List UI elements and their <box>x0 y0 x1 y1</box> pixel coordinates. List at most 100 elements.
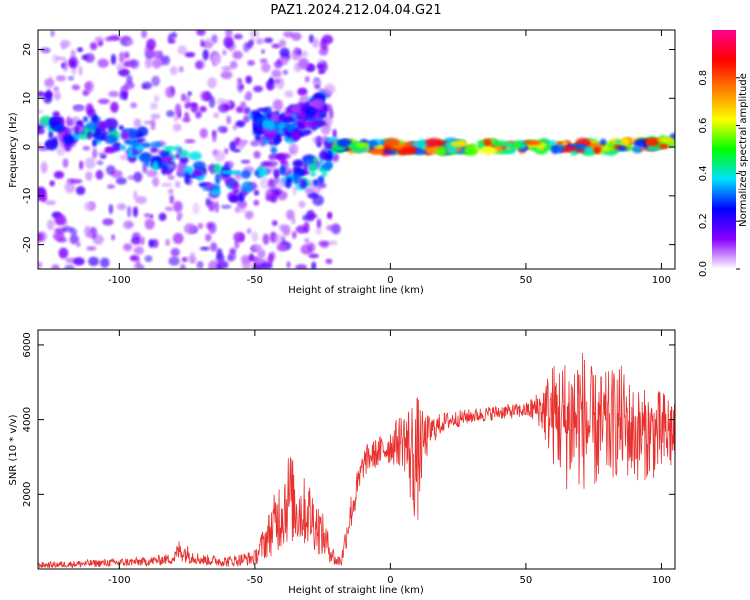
spectrogram-noise-blob <box>158 212 167 222</box>
spectrogram-noise-blob <box>326 224 335 232</box>
spectrogram-noise-blob <box>202 49 209 61</box>
spectrogram-blobs <box>38 30 675 269</box>
spectrogram-noise-blob <box>199 105 207 113</box>
spectrogram-signal-blob <box>86 121 99 130</box>
spectrogram-noise-blob <box>38 261 43 269</box>
spectrogram-signal-blob <box>276 124 288 129</box>
spectrogram-noise-blob <box>208 260 220 269</box>
spectrogram-noise-blob <box>116 63 125 71</box>
spectrogram-noise-blob <box>55 75 67 82</box>
spectrogram-noise-blob <box>271 220 278 226</box>
spectrogram-signal-blob <box>254 170 260 176</box>
spectrogram-signal-blob <box>463 146 479 156</box>
spectrogram-noise-blob <box>169 65 178 76</box>
spectrogram-noise-blob <box>304 237 310 244</box>
spectrogram-signal-blob <box>128 128 139 139</box>
snr-series-line <box>38 352 675 569</box>
spectrogram-noise-blob <box>312 79 322 86</box>
spectrogram-noise-blob <box>133 190 138 200</box>
spectrogram-signal-blob <box>599 138 607 146</box>
spectrogram-noise-blob <box>240 255 251 265</box>
spectrogram-noise-blob <box>317 182 327 189</box>
spectrogram-noise-blob <box>227 254 233 262</box>
spectrogram-noise-blob <box>127 205 132 218</box>
spectrogram-noise-blob <box>255 37 264 45</box>
spectrogram-noise-blob <box>108 90 119 98</box>
spectrogram-signal-blob <box>176 162 184 175</box>
spectrogram-noise-blob <box>126 74 133 84</box>
spectrogram-noise-blob <box>194 110 202 119</box>
spectrogram-noise-blob <box>276 243 287 252</box>
spectrogram-signal-blob <box>228 170 242 175</box>
colorbar-ticks: 0.0 0.2 0.4 0.6 0.8 <box>698 70 740 277</box>
spectrogram-noise-blob <box>168 39 176 44</box>
spectrogram-signal-blob <box>71 130 82 141</box>
spectrogram-signal-blob <box>304 106 317 117</box>
spectrogram-signal-blob <box>273 136 279 145</box>
spectrogram-noise-blob <box>82 89 90 97</box>
spectrogram-noise-blob <box>64 181 76 194</box>
spectrogram-noise-blob <box>102 218 114 226</box>
spectrogram-noise-blob <box>94 36 104 43</box>
spectrogram-signal-blob <box>135 144 144 152</box>
spectrogram-noise-blob <box>178 66 184 73</box>
spectrogram-noise-blob <box>177 45 188 55</box>
spectrogram-noise-blob <box>318 240 330 247</box>
spectrogram-y-tick-label: -10 <box>22 188 33 204</box>
spectrogram-noise-blob <box>300 50 308 58</box>
spectrogram-noise-blob <box>314 227 323 235</box>
spectrogram-noise-blob <box>73 105 85 113</box>
spectrogram-signal-blob <box>44 142 57 147</box>
spectrogram-signal-blob <box>190 170 204 176</box>
spectrogram-signal-blob <box>120 130 129 140</box>
spectrogram-noise-blob <box>222 49 227 56</box>
spectrogram-noise-blob <box>303 221 310 234</box>
spectrogram-noise-blob <box>224 147 229 155</box>
spectrogram-noise-blob <box>196 30 206 36</box>
spectrogram-noise-blob <box>307 192 319 199</box>
spectrogram-noise-blob <box>298 58 310 70</box>
spectrogram-noise-blob <box>40 161 48 174</box>
snr-y-tick-label: 4000 <box>22 407 33 432</box>
spectrogram-noise-blob <box>272 99 284 112</box>
spectrogram-y-tick-label: -20 <box>22 236 33 252</box>
spectrogram-signal-blob <box>299 179 308 189</box>
spectrogram-noise-blob <box>208 200 216 212</box>
spectrogram-noise-blob <box>79 160 84 170</box>
spectrogram-signal-blob <box>320 162 333 170</box>
spectrogram-signal-blob <box>105 146 115 152</box>
spectrogram-signal-blob <box>75 120 82 126</box>
snr-x-tick-label: 50 <box>520 575 533 586</box>
spectrogram-noise-blob <box>304 76 310 83</box>
spectrogram-noise-blob <box>152 176 160 187</box>
spectrogram-noise-blob <box>152 58 162 69</box>
spectrogram-noise-blob <box>304 187 313 194</box>
spectrogram-signal-blob <box>632 145 643 154</box>
spectrogram-noise-blob <box>324 83 336 95</box>
snr-x-label: Height of straight line (km) <box>288 585 424 596</box>
spectrogram-noise-blob <box>237 140 246 149</box>
spectrogram-noise-blob <box>48 75 53 85</box>
spectrogram-signal-blob <box>149 141 163 148</box>
spectrogram-noise-blob <box>220 204 232 209</box>
spectrogram-noise-blob <box>86 231 93 238</box>
spectrogram-noise-blob <box>84 157 96 169</box>
spectrogram-noise-blob <box>67 76 75 81</box>
spectrogram-noise-blob <box>200 39 205 48</box>
spectrogram-signal-blob <box>214 173 221 185</box>
spectrogram-noise-blob <box>259 58 268 64</box>
spectrogram-noise-blob <box>235 120 246 128</box>
spectrogram-noise-blob <box>233 33 243 40</box>
spectrogram-signal-blob <box>326 149 333 162</box>
spectrogram-noise-blob <box>165 86 176 98</box>
spectrogram-noise-blob <box>69 234 80 245</box>
spectrogram-noise-blob <box>319 39 327 50</box>
spectrogram-noise-blob <box>208 222 217 234</box>
spectrogram-noise-blob <box>167 175 175 181</box>
spectrogram-noise-blob <box>164 206 174 212</box>
spectrogram-signal-blob <box>321 171 327 178</box>
spectrogram-noise-blob <box>38 232 44 242</box>
spectrogram-noise-blob <box>263 37 274 44</box>
spectrogram-signal-blob <box>285 124 296 133</box>
